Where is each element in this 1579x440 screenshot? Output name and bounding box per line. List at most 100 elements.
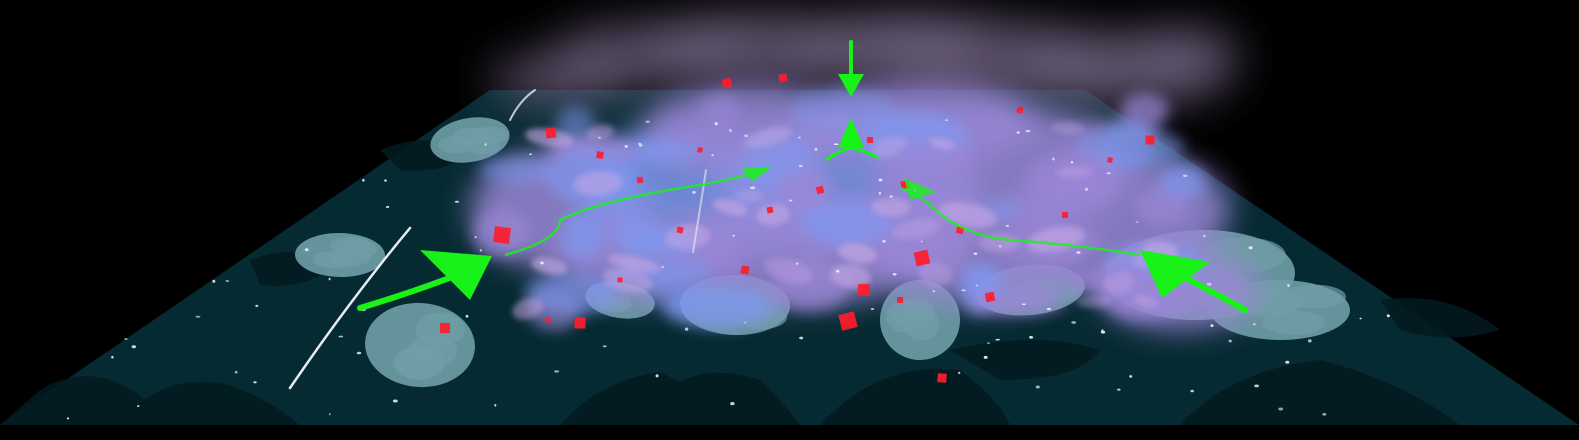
haze-wisp (512, 297, 544, 320)
haze-wisp (573, 171, 623, 196)
sparkle (645, 120, 650, 123)
red-particle (866, 136, 874, 144)
sparkle (1206, 282, 1212, 286)
cloud-shadow-stroke (407, 334, 458, 368)
upper-smoke-layer (490, 12, 1240, 108)
smoke-puff (490, 54, 630, 106)
sparkle (386, 205, 390, 209)
red-particle (696, 146, 704, 154)
sparkle (878, 178, 883, 182)
sparkle (870, 308, 875, 310)
haze-wisp (587, 124, 614, 141)
sparkle (998, 245, 1002, 248)
haze-wisp (1050, 121, 1084, 135)
sparkle (961, 289, 966, 292)
smoke-puff (640, 20, 760, 60)
red-particle (778, 73, 788, 83)
sparkle (1287, 283, 1290, 288)
sparkle (1071, 321, 1077, 324)
red-particle (815, 185, 825, 195)
red-particle (545, 127, 557, 139)
terrain-shadow (1180, 360, 1460, 425)
sparkle (1322, 413, 1327, 416)
red-particle (740, 265, 750, 275)
haze-puff (561, 210, 603, 260)
red-particle (984, 291, 996, 303)
red-particle (937, 373, 947, 383)
sparkle (799, 336, 804, 340)
sparkle (1253, 323, 1256, 326)
sparkle (729, 128, 732, 133)
sparkle (975, 284, 978, 287)
sparkle (255, 304, 259, 308)
sparkle (744, 321, 747, 324)
sparkle (655, 374, 659, 378)
red-particle (1145, 135, 1155, 145)
sparkle (225, 280, 230, 282)
haze-wisp (871, 197, 911, 217)
haze-wisp (665, 223, 711, 250)
smoke-puff (860, 13, 1000, 57)
light-streak (288, 226, 412, 390)
terrain-shadow (660, 372, 800, 425)
sparkle (1021, 303, 1026, 306)
haze-puff (1135, 188, 1189, 225)
sparkle (1285, 360, 1290, 364)
red-particle (439, 322, 451, 334)
sparkle (1100, 330, 1106, 334)
red-particle (574, 317, 586, 329)
red-particles (439, 73, 1155, 383)
red-particle (857, 283, 871, 297)
haze-puff (1101, 117, 1156, 172)
sparkle (684, 327, 689, 331)
arrow-up-icon (825, 146, 879, 162)
terrain-shadow (120, 381, 300, 425)
haze-wisp (712, 199, 748, 216)
sparkle (328, 413, 331, 416)
sparkle (692, 190, 696, 194)
sparkle (624, 145, 628, 148)
sparkle (1052, 157, 1055, 161)
terrain-shadow (950, 340, 1100, 380)
haze-wisp (1133, 294, 1159, 309)
sparkle (833, 143, 839, 145)
sparkle (798, 165, 803, 167)
sparkle (1046, 307, 1051, 311)
sparkle (711, 154, 714, 157)
arrow-up-icon (838, 118, 864, 148)
smoke-puff (1120, 27, 1240, 83)
red-particle (493, 226, 511, 244)
sparkle (554, 370, 560, 373)
inflow-arrow-icon (1140, 250, 1210, 298)
sparkle (1307, 339, 1312, 343)
sparkle (714, 122, 718, 126)
red-particle (617, 277, 623, 283)
sparkle (1029, 336, 1034, 339)
red-particle (913, 249, 931, 267)
haze-wisp (607, 254, 661, 273)
haze-wisp (830, 264, 871, 289)
sparkle (889, 195, 893, 198)
haze-wisp (938, 202, 997, 228)
sparkle (1248, 246, 1253, 250)
red-particle (838, 311, 858, 331)
sparkle (661, 265, 664, 269)
cloud-shadow-stroke (464, 136, 501, 155)
inflow-arrow-icon (420, 250, 492, 300)
red-particle (595, 150, 605, 160)
cloud-shadow-stroke (312, 250, 354, 269)
sparkle (356, 351, 362, 355)
sparkle (788, 199, 793, 202)
haze-puff (479, 156, 558, 184)
sparkle (1278, 407, 1284, 411)
sparkle (494, 403, 497, 407)
terrain-shadows (0, 140, 1500, 425)
haze-layer-front (512, 121, 1179, 320)
sparkle (920, 240, 923, 243)
cloud-shadow-stroke (1262, 310, 1326, 335)
sparkle (1076, 251, 1081, 254)
sparkle (882, 240, 886, 243)
haze-wisp (978, 233, 1021, 253)
sparkle (598, 136, 601, 139)
